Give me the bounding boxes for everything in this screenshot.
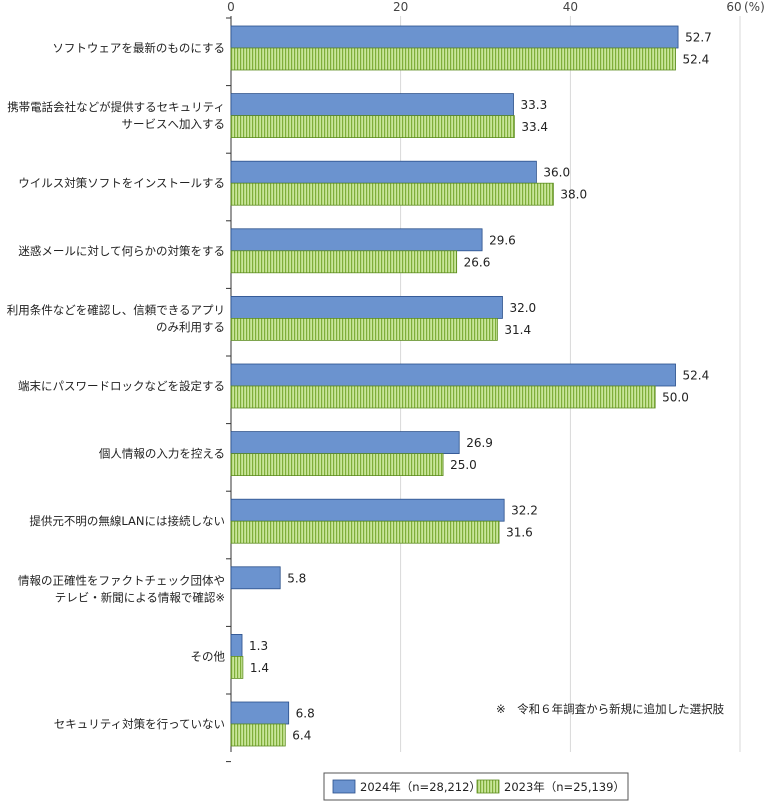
category-label: その他 xyxy=(191,649,226,663)
bar-2023 xyxy=(230,520,500,544)
value-label-2023: 33.4 xyxy=(521,120,548,134)
bar-2024 xyxy=(230,160,537,184)
value-label-2024: 29.6 xyxy=(489,233,516,247)
bar-2023 xyxy=(230,250,458,274)
bar-2024 xyxy=(230,701,290,725)
value-label-2024: 32.0 xyxy=(509,301,536,315)
value-label-2023: 6.4 xyxy=(292,729,311,743)
legend-swatch-2023 xyxy=(476,779,500,794)
footnote: ※ 令和６年調査から新規に追加した選択肢 xyxy=(496,702,725,716)
bar-2023 xyxy=(230,723,286,747)
value-label-2023: 25.0 xyxy=(450,458,477,472)
bar-2024 xyxy=(230,498,505,522)
category-label: 情報の正確性をファクトチェック団体やテレビ・新聞による情報で確認※ xyxy=(18,573,225,604)
value-label-2024: 33.3 xyxy=(520,98,547,112)
value-label-2023: 26.6 xyxy=(464,255,491,269)
bar-2023 xyxy=(230,47,676,71)
bar-2024 xyxy=(230,566,281,590)
category-label: 迷惑メールに対して何らかの対策をする xyxy=(18,244,225,258)
category-label: セキュリティ対策を行っていない xyxy=(54,717,225,731)
bar-2024 xyxy=(230,93,514,116)
bar-2024 xyxy=(230,431,460,455)
data-labels: 52.7 52.4 33.3 33.4 36.0 38.0 29.6 26.6 32.0 31.4… xyxy=(249,31,712,743)
value-label-2023: 38.0 xyxy=(560,188,587,202)
legend-swatch-2024 xyxy=(332,779,356,794)
category-labels: ソフトウェアを最新のものにする携帯電話会社などが提供するセキュリティサービスへ加… xyxy=(7,41,226,731)
category-label: ウイルス対策ソフトをインストールする xyxy=(18,176,225,190)
category-label: 利用条件などを確認し、信頼できるアプリのみ利用する xyxy=(7,303,225,334)
bars xyxy=(230,25,679,747)
bar-2024 xyxy=(230,25,679,49)
value-label-2024: 52.7 xyxy=(685,31,712,45)
value-label-2023: 50.0 xyxy=(662,391,689,405)
category-label: 個人情報の入力を控える xyxy=(99,447,225,461)
bar-2024 xyxy=(230,228,483,252)
bar-2023 xyxy=(230,385,656,409)
legend: 2024年（n=28,212） 2023年（n=25,139） xyxy=(323,772,629,801)
x-tick-label: 20 xyxy=(393,0,408,14)
x-axis-ticks: 0 20 40 60 (%) xyxy=(227,0,765,14)
bar-2023 xyxy=(230,115,515,138)
x-tick-label: 40 xyxy=(563,0,578,14)
value-label-2024: 5.8 xyxy=(287,571,306,585)
legend-label-2024: 2024年（n=28,212） xyxy=(360,780,481,794)
category-label: 携帯電話会社などが提供するセキュリティサービスへ加入する xyxy=(7,100,225,131)
x-tick-label: 60 xyxy=(726,0,741,14)
value-label-2024: 6.8 xyxy=(296,707,315,721)
legend-label-2023: 2023年（n=25,139） xyxy=(504,780,625,794)
bar-2023 xyxy=(230,656,244,679)
bar-2024 xyxy=(230,634,243,657)
bar-2024 xyxy=(230,295,503,319)
value-label-2023: 1.4 xyxy=(250,661,269,675)
category-label: 端末にパスワードロックなどを設定する xyxy=(18,379,225,393)
bar-2024 xyxy=(230,363,676,387)
x-unit-label: (%) xyxy=(744,0,765,14)
bar-2023 xyxy=(230,182,554,206)
x-tick-label: 0 xyxy=(227,0,235,14)
value-label-2024: 32.2 xyxy=(511,504,538,518)
category-label: 提供元不明の無線LANには接続しない xyxy=(29,514,225,528)
value-label-2023: 52.4 xyxy=(683,53,710,67)
value-label-2024: 52.4 xyxy=(683,369,710,383)
value-label-2023: 31.6 xyxy=(506,526,533,540)
value-label-2024: 26.9 xyxy=(466,436,493,450)
value-label-2024: 1.3 xyxy=(249,639,268,653)
value-label-2023: 31.4 xyxy=(504,323,531,337)
bar-2023 xyxy=(230,317,498,341)
legend-frame xyxy=(323,772,629,801)
bar-2023 xyxy=(230,453,444,477)
category-label: ソフトウェアを最新のものにする xyxy=(52,41,225,55)
value-label-2024: 36.0 xyxy=(543,166,570,180)
